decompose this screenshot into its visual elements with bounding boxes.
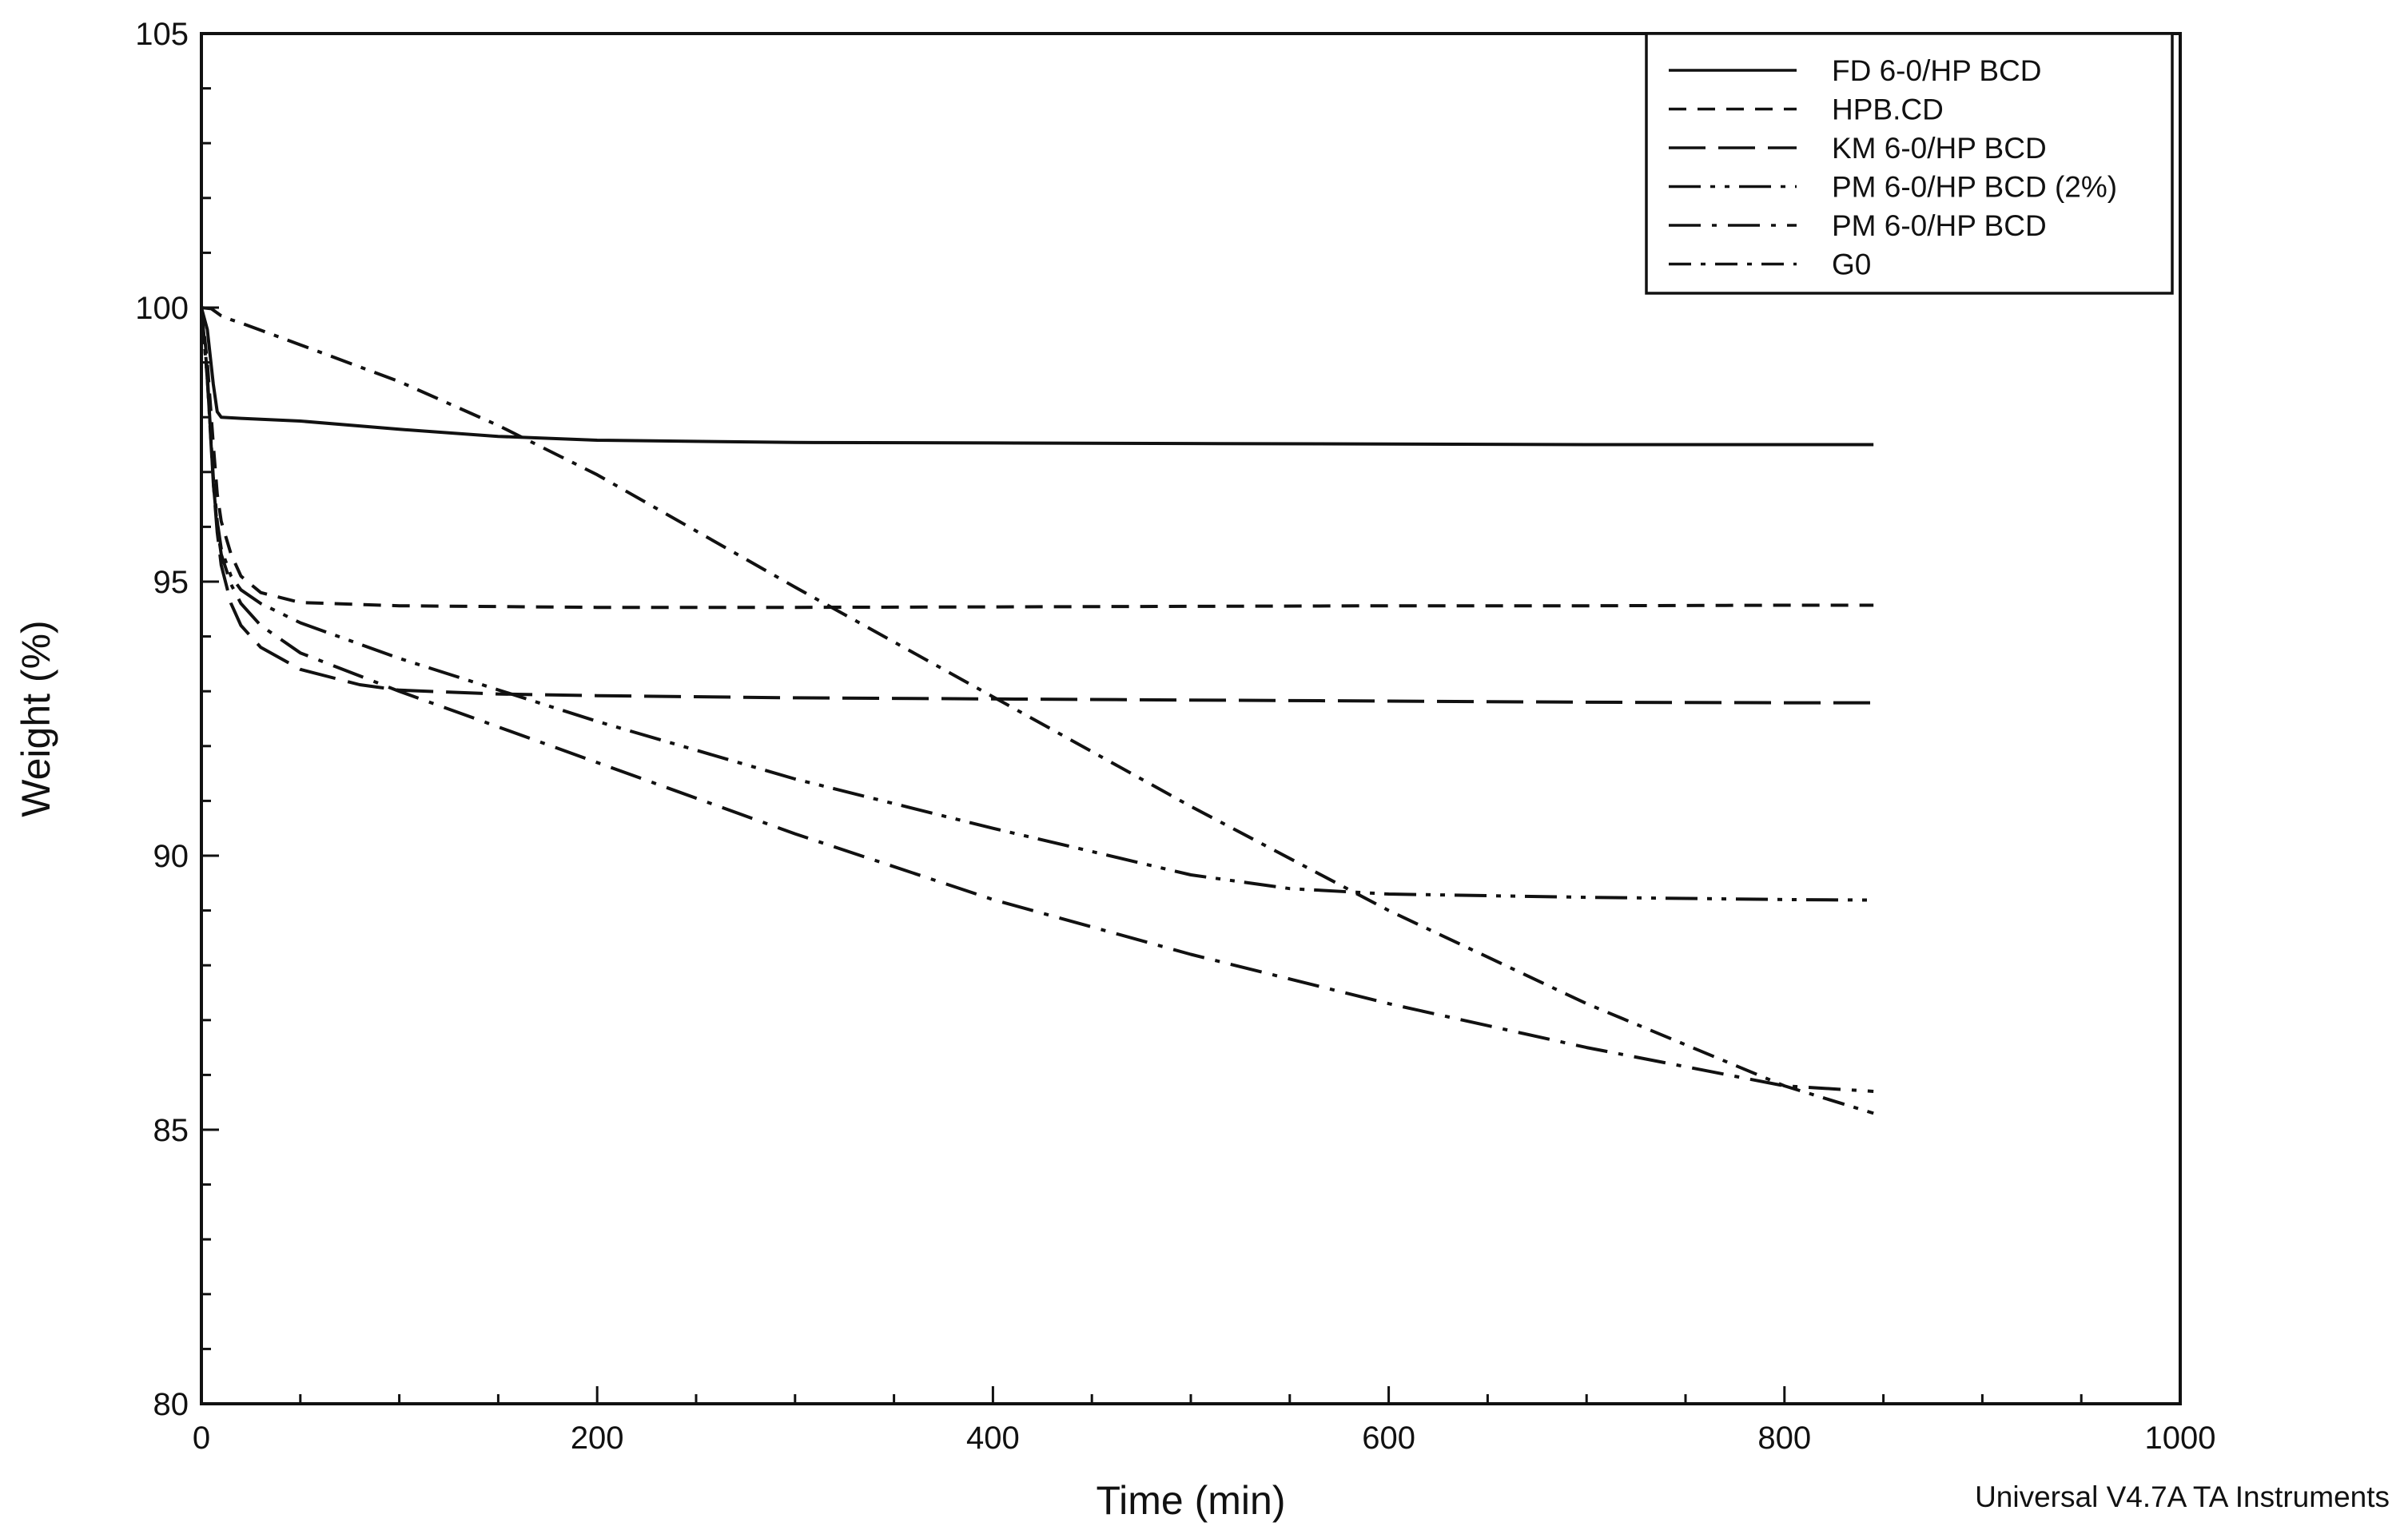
x-tick-label: 0	[193, 1421, 210, 1456]
y-tick-label: 80	[153, 1387, 189, 1422]
y-tick-label: 90	[153, 839, 189, 874]
plot-frame	[200, 32, 2182, 1405]
legend-label-6: G0	[1832, 248, 1871, 281]
series-line-5	[200, 307, 1874, 1093]
legend-label-2: HPB.CD	[1832, 93, 1944, 126]
series-line-3	[200, 307, 1874, 705]
legend-label-4: PM 6-0/HP BCD (2%)	[1832, 171, 2117, 204]
y-tick-labels: 80 85 90 95 100 105	[135, 17, 189, 1422]
y-tick-label: 95	[153, 565, 189, 600]
series-line-1	[200, 307, 1874, 447]
x-tick-label: 200	[571, 1421, 624, 1456]
series-line-4	[200, 307, 1874, 902]
x-tick-labels: 0 200 400 600 800 1000	[193, 1421, 2216, 1456]
legend-box	[1645, 32, 2174, 295]
x-tick-label: 800	[1757, 1421, 1811, 1456]
x-tick-label: 600	[1362, 1421, 1415, 1456]
y-tick-label: 105	[135, 17, 189, 52]
legend-items: FD 6-0/HP BCD HPB.CD KM 6-0/HP BCD PM 6-0/H…	[1669, 54, 2117, 281]
instrument-footer: Universal V4.7A TA Instruments	[1975, 1480, 2390, 1513]
x-tick-label: 1000	[2145, 1421, 2216, 1456]
series-line-6	[201, 306, 1874, 1115]
x-tick-label: 400	[966, 1421, 1020, 1456]
y-axis-title: Weight (%)	[14, 620, 58, 817]
series-group	[200, 306, 1874, 1115]
y-tick-label: 100	[135, 291, 189, 326]
x-axis-title: Time (min)	[1096, 1478, 1285, 1523]
legend-label-3: KM 6-0/HP BCD	[1832, 132, 2047, 165]
legend-label-5: PM 6-0/HP BCD	[1832, 209, 2047, 242]
legend: FD 6-0/HP BCD HPB.CD KM 6-0/HP BCD PM 6-0/H…	[1645, 32, 2174, 295]
series-line-2	[200, 307, 1874, 610]
y-tick-label: 85	[153, 1113, 189, 1148]
legend-label-1: FD 6-0/HP BCD	[1832, 54, 2042, 87]
